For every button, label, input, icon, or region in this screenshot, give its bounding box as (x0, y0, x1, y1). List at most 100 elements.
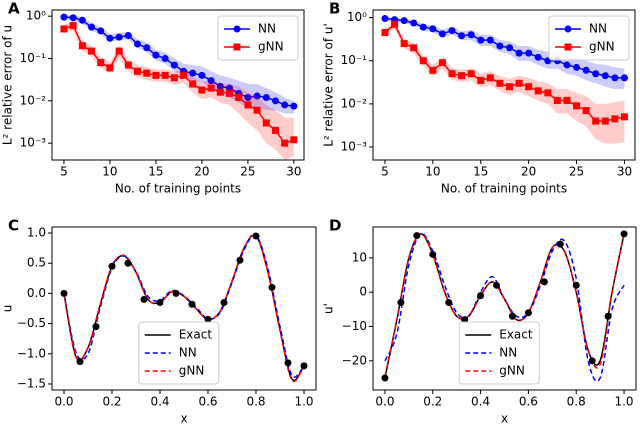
x-tick-label: 0.6 (198, 395, 217, 409)
marker (170, 61, 178, 69)
y-tick-label: 10⁰ (26, 9, 46, 23)
marker (486, 36, 494, 44)
y-tick-label: 10⁻² (341, 96, 368, 110)
marker (207, 84, 215, 92)
marker (525, 49, 533, 57)
marker (60, 13, 68, 21)
marker (592, 70, 600, 78)
training-point (524, 309, 532, 317)
training-point (140, 295, 148, 303)
marker (564, 43, 572, 51)
x-tick-label: 15 (148, 165, 163, 179)
error-band (63, 21, 294, 160)
y-tick-label: 10⁰ (347, 10, 367, 24)
x-tick-label: 20 (521, 165, 536, 179)
marker (290, 102, 298, 110)
marker (189, 80, 197, 88)
panel-label: C (8, 217, 19, 235)
legend: NN gNN (548, 15, 630, 61)
x-tick-label: 5 (381, 165, 389, 179)
marker (381, 29, 389, 37)
marker (253, 92, 261, 100)
x-tick-label: 0.8 (246, 395, 265, 409)
training-point (508, 312, 516, 320)
marker (88, 23, 96, 31)
legend-label: gNN (179, 364, 205, 378)
marker (161, 55, 169, 63)
marker (262, 119, 270, 127)
legend: Exact NN gNN (138, 321, 220, 385)
marker (582, 66, 590, 74)
training-point (493, 281, 501, 289)
y-axis-label: u (1, 305, 15, 313)
legend-label: NN (179, 346, 197, 360)
marker (161, 71, 169, 79)
marker (134, 40, 142, 48)
x-tick-label: 5 (60, 165, 68, 179)
marker (620, 74, 628, 82)
marker (467, 31, 475, 39)
training-point (429, 250, 437, 258)
training-point (300, 362, 308, 370)
marker (564, 25, 572, 33)
panel: 0.0 0.2 0.4 0.6 0.8 1.0 −20 −10 0 10 x u' D Exact NN gN… (322, 217, 637, 426)
training-point (60, 289, 68, 297)
marker (410, 19, 418, 27)
training-point (188, 300, 196, 308)
marker (477, 36, 485, 44)
y-tick-label: −10 (342, 319, 367, 333)
marker (88, 47, 96, 55)
marker (69, 14, 77, 22)
marker (429, 66, 437, 74)
x-tick-label: 25 (569, 165, 584, 179)
marker (391, 20, 399, 28)
marker (400, 17, 408, 25)
training-point (156, 298, 164, 306)
y-tick-label: 10 (352, 250, 367, 264)
training-point (236, 256, 244, 264)
marker (134, 67, 142, 75)
marker (143, 44, 151, 52)
marker (233, 43, 241, 51)
marker (381, 15, 389, 23)
error-band (384, 20, 625, 144)
marker (438, 59, 446, 67)
panel: 5 10 15 20 25 30 10⁻³ 10⁻² 10⁻¹ 10⁰ No. of trainin… (1, 0, 305, 196)
marker (563, 61, 571, 69)
x-tick-label: 30 (617, 165, 632, 179)
y-tick-label: 10⁻¹ (341, 53, 368, 67)
marker (458, 72, 466, 80)
marker (477, 76, 485, 84)
marker (525, 83, 533, 91)
legend-label: gNN (258, 40, 284, 54)
y-tick-label: 10⁻³ (341, 140, 368, 154)
marker (419, 57, 427, 65)
x-axis-label: No. of training points (441, 182, 567, 196)
panel-label: A (8, 0, 20, 18)
marker (400, 40, 408, 48)
training-point (556, 240, 564, 248)
plot-frame (51, 9, 305, 161)
marker (506, 83, 514, 91)
training-point (461, 316, 469, 324)
y-tick-label: 10⁻¹ (20, 51, 47, 65)
training-point (604, 312, 612, 320)
marker (115, 47, 123, 55)
marker (198, 71, 206, 79)
marker (216, 88, 224, 96)
marker (78, 16, 86, 24)
marker (244, 101, 252, 109)
marker (410, 44, 418, 52)
training-point (76, 358, 84, 366)
marker (216, 82, 224, 90)
plot-frame (372, 226, 637, 391)
y-tick-label: −1.5 (17, 376, 46, 390)
marker (124, 61, 132, 69)
x-tick-label: 10 (425, 165, 440, 179)
marker (290, 136, 298, 144)
y-tick-label: 0.0 (27, 286, 46, 300)
x-axis-label: x (501, 412, 508, 426)
marker (253, 106, 261, 114)
legend-box (458, 321, 540, 385)
